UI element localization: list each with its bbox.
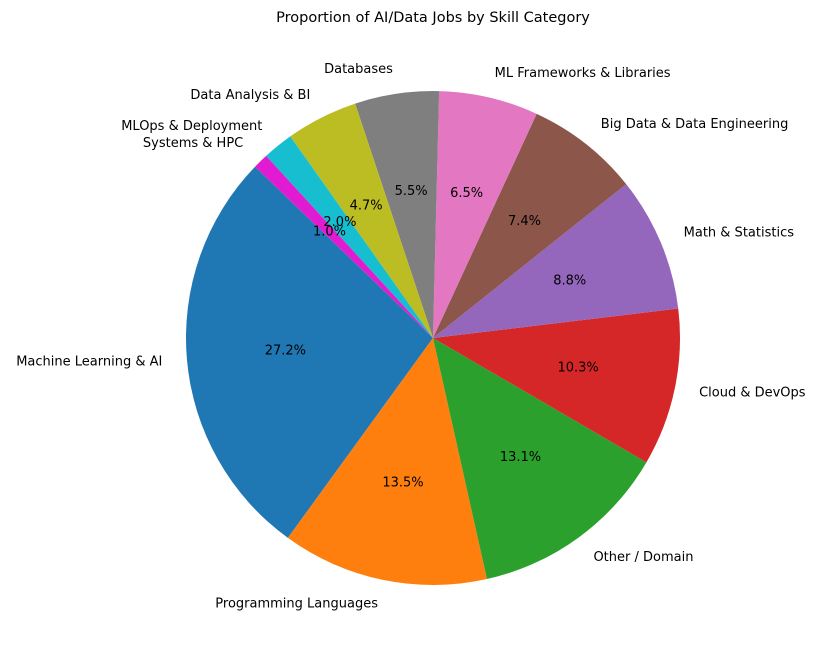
pie-percent-labels: 27.2% 13.5% 13.1% 10.3% 8.8% 7.4% 6.5% 5.5% 4.7%… — [265, 184, 599, 491]
category-label-cloud-devops: Cloud & DevOps — [699, 386, 806, 401]
slice-machine-learning-ai — [185, 166, 433, 538]
chart-title: Proportion of AI/Data Jobs by Skill Cate… — [276, 10, 590, 26]
pie-slices — [185, 91, 680, 585]
slice-ml-frameworks-libraries — [433, 91, 537, 338]
percent-label-mlops-deployment: 2.0% — [323, 215, 356, 230]
category-label-programming-languages: Programming Languages — [215, 597, 378, 612]
percent-label-other-domain: 13.1% — [500, 450, 541, 465]
category-label-math-statistics: Math & Statistics — [684, 226, 795, 241]
category-label-big-data-data-engineering: Big Data & Data Engineering — [601, 117, 789, 132]
slice-programming-languages — [287, 338, 487, 585]
percent-label-big-data-data-engineering: 7.4% — [508, 214, 541, 229]
slice-cloud-devops — [433, 308, 680, 463]
percent-label-machine-learning-ai: 27.2% — [265, 344, 306, 359]
slice-data-analysis-bi — [290, 103, 433, 338]
percent-label-data-analysis-bi: 4.7% — [350, 198, 383, 213]
slice-systems-hpc — [255, 155, 433, 338]
percent-label-cloud-devops: 10.3% — [557, 361, 598, 376]
slice-math-statistics — [433, 184, 679, 338]
category-label-ml-frameworks-libraries: ML Frameworks & Libraries — [495, 66, 671, 81]
slice-big-data-data-engineering — [433, 113, 627, 338]
category-label-other-domain: Other / Domain — [593, 550, 693, 565]
slice-mlops-deployment — [266, 136, 433, 338]
category-label-systems-hpc: Systems & HPC — [143, 136, 243, 151]
percent-label-programming-languages: 13.5% — [382, 476, 423, 491]
category-label-data-analysis-bi: Data Analysis & BI — [190, 88, 310, 103]
pie-category-labels: Machine Learning & AI Programming Languag… — [16, 62, 806, 612]
percent-label-systems-hpc: 1.0% — [313, 224, 346, 239]
category-label-mlops-deployment: MLOps & Deployment — [121, 119, 262, 134]
slice-databases — [355, 91, 440, 339]
percent-label-databases: 5.5% — [395, 184, 428, 199]
percent-label-math-statistics: 8.8% — [553, 273, 586, 288]
percent-label-ml-frameworks-libraries: 6.5% — [450, 186, 483, 201]
category-label-databases: Databases — [324, 62, 393, 77]
category-label-machine-learning-ai: Machine Learning & AI — [16, 354, 162, 369]
slice-other-domain — [433, 338, 647, 580]
